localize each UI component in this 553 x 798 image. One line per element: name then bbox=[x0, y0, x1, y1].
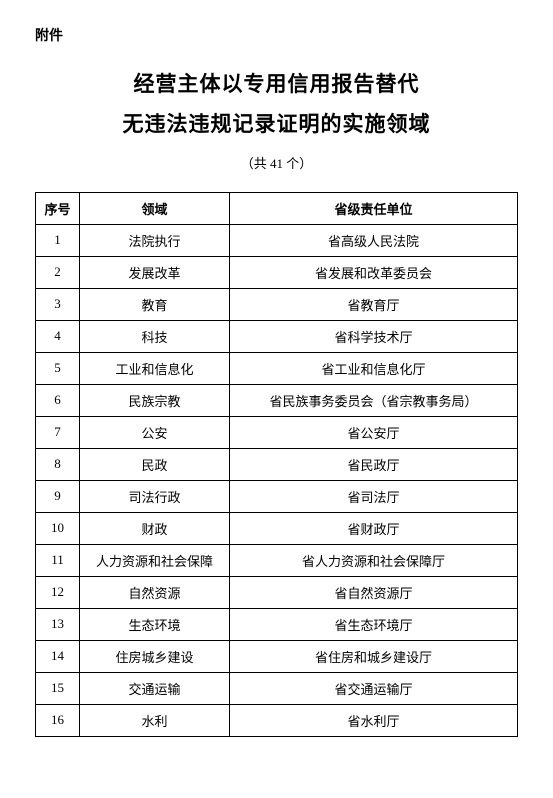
table-row: 13生态环境省生态环境厅 bbox=[36, 608, 518, 640]
cell-domain: 住房城乡建设 bbox=[80, 640, 230, 672]
cell-unit: 省公安厅 bbox=[230, 416, 518, 448]
cell-domain: 公安 bbox=[80, 416, 230, 448]
cell-seq: 4 bbox=[36, 320, 80, 352]
cell-domain: 人力资源和社会保障 bbox=[80, 544, 230, 576]
cell-domain: 交通运输 bbox=[80, 672, 230, 704]
cell-unit: 省发展和改革委员会 bbox=[230, 256, 518, 288]
cell-domain: 生态环境 bbox=[80, 608, 230, 640]
table-row: 8民政省民政厅 bbox=[36, 448, 518, 480]
cell-seq: 16 bbox=[36, 704, 80, 736]
cell-seq: 13 bbox=[36, 608, 80, 640]
table-row: 2发展改革省发展和改革委员会 bbox=[36, 256, 518, 288]
cell-unit: 省财政厅 bbox=[230, 512, 518, 544]
col-header-seq: 序号 bbox=[36, 192, 80, 224]
cell-domain: 司法行政 bbox=[80, 480, 230, 512]
attachment-label: 附件 bbox=[35, 25, 518, 45]
cell-seq: 6 bbox=[36, 384, 80, 416]
table-row: 1法院执行省高级人民法院 bbox=[36, 224, 518, 256]
col-header-unit: 省级责任单位 bbox=[230, 192, 518, 224]
cell-unit: 省司法厅 bbox=[230, 480, 518, 512]
table-row: 6民族宗教省民族事务委员会（省宗教事务局） bbox=[36, 384, 518, 416]
cell-domain: 民政 bbox=[80, 448, 230, 480]
cell-seq: 2 bbox=[36, 256, 80, 288]
cell-seq: 10 bbox=[36, 512, 80, 544]
cell-unit: 省民政厅 bbox=[230, 448, 518, 480]
title-block: 经营主体以专用信用报告替代 无违法违规记录证明的实施领域 bbox=[35, 65, 518, 145]
table-row: 11人力资源和社会保障省人力资源和社会保障厅 bbox=[36, 544, 518, 576]
table-header-row: 序号 领域 省级责任单位 bbox=[36, 192, 518, 224]
cell-unit: 省教育厅 bbox=[230, 288, 518, 320]
cell-domain: 法院执行 bbox=[80, 224, 230, 256]
table-body: 1法院执行省高级人民法院2发展改革省发展和改革委员会3教育省教育厅4科技省科学技… bbox=[36, 224, 518, 736]
cell-seq: 15 bbox=[36, 672, 80, 704]
table-row: 12自然资源省自然资源厅 bbox=[36, 576, 518, 608]
cell-seq: 1 bbox=[36, 224, 80, 256]
cell-unit: 省工业和信息化厅 bbox=[230, 352, 518, 384]
cell-seq: 7 bbox=[36, 416, 80, 448]
cell-unit: 省高级人民法院 bbox=[230, 224, 518, 256]
table-row: 16水利省水利厅 bbox=[36, 704, 518, 736]
table-row: 5工业和信息化省工业和信息化厅 bbox=[36, 352, 518, 384]
cell-domain: 民族宗教 bbox=[80, 384, 230, 416]
table-row: 9司法行政省司法厅 bbox=[36, 480, 518, 512]
title-line-1: 经营主体以专用信用报告替代 bbox=[35, 65, 518, 105]
cell-domain: 水利 bbox=[80, 704, 230, 736]
table-row: 7公安省公安厅 bbox=[36, 416, 518, 448]
cell-domain: 科技 bbox=[80, 320, 230, 352]
cell-seq: 8 bbox=[36, 448, 80, 480]
cell-domain: 工业和信息化 bbox=[80, 352, 230, 384]
cell-unit: 省交通运输厅 bbox=[230, 672, 518, 704]
table-row: 14住房城乡建设省住房和城乡建设厅 bbox=[36, 640, 518, 672]
cell-unit: 省住房和城乡建设厅 bbox=[230, 640, 518, 672]
title-line-2: 无违法违规记录证明的实施领域 bbox=[35, 105, 518, 145]
cell-unit: 省生态环境厅 bbox=[230, 608, 518, 640]
cell-domain: 教育 bbox=[80, 288, 230, 320]
table-row: 3教育省教育厅 bbox=[36, 288, 518, 320]
cell-seq: 5 bbox=[36, 352, 80, 384]
cell-unit: 省科学技术厅 bbox=[230, 320, 518, 352]
cell-seq: 12 bbox=[36, 576, 80, 608]
cell-unit: 省人力资源和社会保障厅 bbox=[230, 544, 518, 576]
cell-seq: 9 bbox=[36, 480, 80, 512]
cell-unit: 省民族事务委员会（省宗教事务局） bbox=[230, 384, 518, 416]
table-row: 10财政省财政厅 bbox=[36, 512, 518, 544]
table-row: 15交通运输省交通运输厅 bbox=[36, 672, 518, 704]
cell-domain: 自然资源 bbox=[80, 576, 230, 608]
cell-seq: 11 bbox=[36, 544, 80, 576]
subtitle: （共 41 个） bbox=[35, 153, 518, 172]
cell-seq: 14 bbox=[36, 640, 80, 672]
cell-unit: 省水利厅 bbox=[230, 704, 518, 736]
cell-unit: 省自然资源厅 bbox=[230, 576, 518, 608]
cell-domain: 财政 bbox=[80, 512, 230, 544]
domains-table: 序号 领域 省级责任单位 1法院执行省高级人民法院2发展改革省发展和改革委员会3… bbox=[35, 192, 518, 737]
col-header-domain: 领域 bbox=[80, 192, 230, 224]
cell-domain: 发展改革 bbox=[80, 256, 230, 288]
table-row: 4科技省科学技术厅 bbox=[36, 320, 518, 352]
cell-seq: 3 bbox=[36, 288, 80, 320]
